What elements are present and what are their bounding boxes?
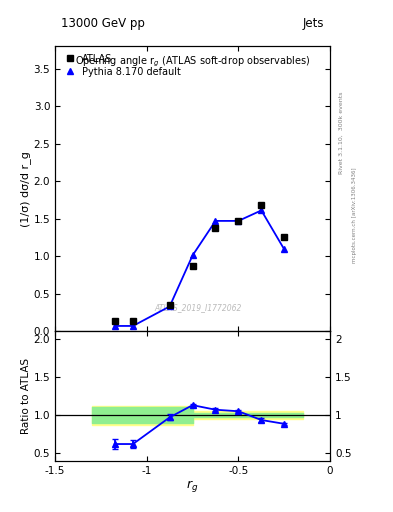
Pythia 8.170 default [190, 252, 195, 259]
Text: Opening angle r$_g$ (ATLAS soft-drop observables): Opening angle r$_g$ (ATLAS soft-drop obs… [75, 55, 310, 69]
Legend: ATLAS, Pythia 8.170 default: ATLAS, Pythia 8.170 default [60, 51, 184, 80]
Pythia 8.170 default [167, 304, 172, 310]
Text: Rivet 3.1.10,  300k events: Rivet 3.1.10, 300k events [339, 92, 344, 175]
Pythia 8.170 default [236, 218, 241, 224]
ATLAS [112, 318, 117, 325]
Pythia 8.170 default [259, 207, 264, 214]
Pythia 8.170 default [130, 323, 135, 329]
Y-axis label: (1/σ) dσ/d r_g: (1/σ) dσ/d r_g [20, 151, 31, 227]
ATLAS [167, 302, 172, 308]
Text: ATLAS_2019_I1772062: ATLAS_2019_I1772062 [154, 303, 242, 312]
Line: ATLAS: ATLAS [111, 202, 288, 325]
Line: Pythia 8.170 default: Pythia 8.170 default [112, 207, 287, 329]
Pythia 8.170 default [282, 246, 286, 252]
Pythia 8.170 default [213, 218, 218, 224]
Y-axis label: Ratio to ATLAS: Ratio to ATLAS [21, 358, 31, 434]
ATLAS [130, 318, 135, 325]
ATLAS [190, 263, 195, 269]
ATLAS [236, 218, 241, 224]
ATLAS [213, 225, 218, 231]
Text: mcplots.cern.ch [arXiv:1306.3436]: mcplots.cern.ch [arXiv:1306.3436] [352, 167, 357, 263]
ATLAS [282, 234, 286, 241]
Pythia 8.170 default [112, 323, 117, 329]
X-axis label: $r_g$: $r_g$ [186, 478, 199, 495]
Text: 13000 GeV pp: 13000 GeV pp [61, 17, 144, 30]
Text: Jets: Jets [303, 17, 325, 30]
ATLAS [259, 202, 264, 208]
